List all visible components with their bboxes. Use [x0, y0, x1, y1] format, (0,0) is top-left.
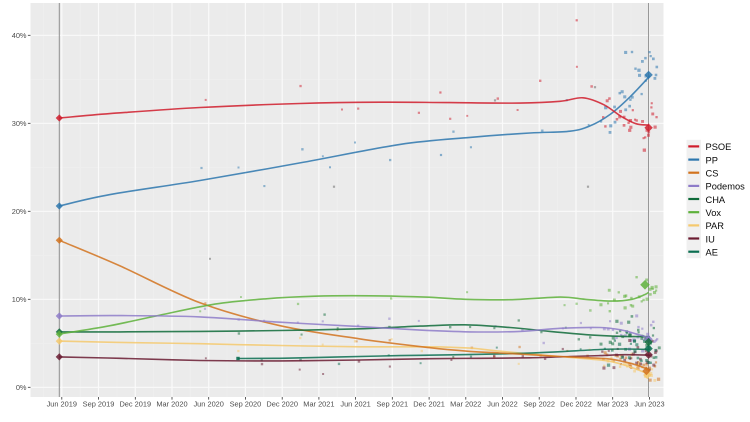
svg-text:Mar 2020: Mar 2020: [156, 400, 187, 409]
svg-text:Sep 2021: Sep 2021: [376, 400, 408, 409]
svg-text:30%: 30%: [12, 119, 27, 128]
svg-text:Sep 2022: Sep 2022: [523, 400, 555, 409]
svg-text:Mar 2023: Mar 2023: [597, 400, 628, 409]
svg-text:Mar 2021: Mar 2021: [303, 400, 334, 409]
svg-text:PAR: PAR: [706, 221, 725, 231]
svg-text:Dec 2020: Dec 2020: [266, 400, 298, 409]
svg-text:Jun 2021: Jun 2021: [340, 400, 370, 409]
svg-text:Sep 2019: Sep 2019: [83, 400, 115, 409]
svg-text:PSOE: PSOE: [706, 142, 732, 152]
svg-text:40%: 40%: [12, 31, 27, 40]
svg-text:AE: AE: [706, 248, 718, 258]
svg-text:CS: CS: [706, 169, 719, 179]
svg-text:Jun 2022: Jun 2022: [487, 400, 517, 409]
svg-text:Podemos: Podemos: [706, 182, 746, 192]
svg-text:10%: 10%: [12, 295, 27, 304]
svg-text:Sep 2020: Sep 2020: [230, 400, 262, 409]
svg-text:PP: PP: [706, 155, 718, 165]
svg-text:Jun 2020: Jun 2020: [193, 400, 223, 409]
svg-text:Dec 2021: Dec 2021: [413, 400, 445, 409]
svg-text:Jun 2019: Jun 2019: [47, 400, 77, 409]
svg-text:Mar 2022: Mar 2022: [450, 400, 481, 409]
svg-text:Vox: Vox: [706, 208, 722, 218]
svg-text:Dec 2019: Dec 2019: [119, 400, 151, 409]
svg-text:CHA: CHA: [706, 195, 726, 205]
svg-text:20%: 20%: [12, 207, 27, 216]
svg-text:Jun 2023: Jun 2023: [634, 400, 664, 409]
svg-text:0%: 0%: [16, 383, 27, 392]
svg-text:IU: IU: [706, 234, 715, 244]
svg-text:Dec 2022: Dec 2022: [560, 400, 592, 409]
